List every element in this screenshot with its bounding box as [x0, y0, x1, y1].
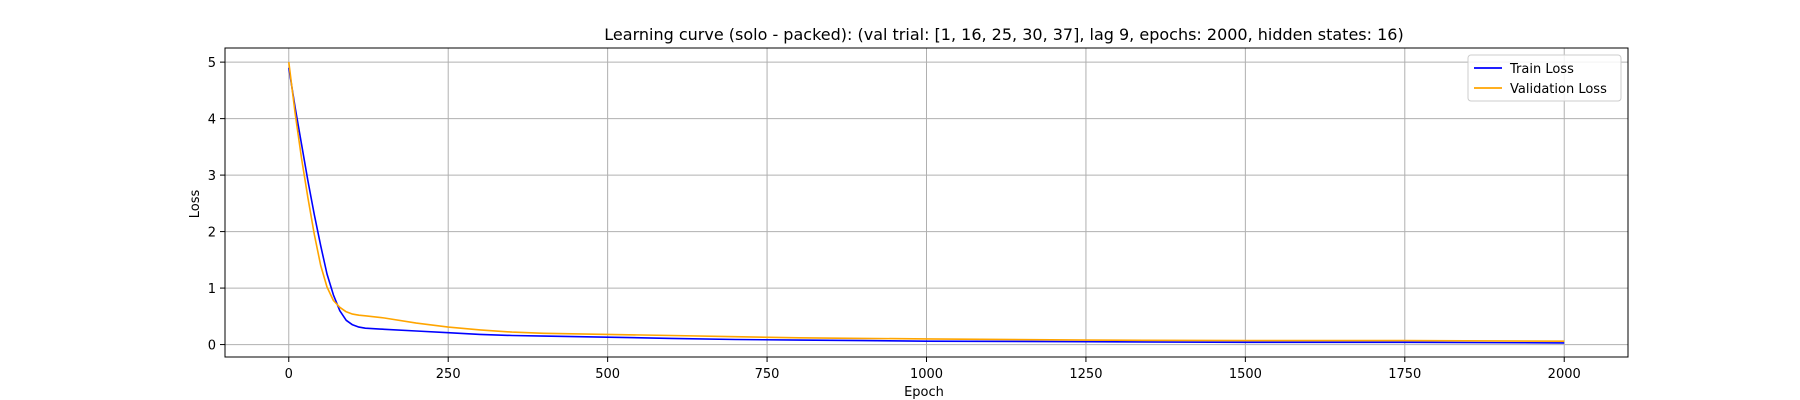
y-tick-label: 4 — [208, 113, 216, 128]
x-tick-label: 750 — [755, 367, 780, 382]
validation-loss-line — [288, 62, 1565, 343]
y-axis-label: Loss — [188, 190, 203, 219]
y-tick-label: 0 — [208, 339, 216, 354]
x-tick-label: 250 — [436, 367, 461, 382]
series-layer — [288, 62, 1565, 344]
legend-box — [1467, 54, 1622, 102]
x-tick-label: 500 — [595, 367, 620, 382]
legend: Train Loss Validation Loss — [1467, 54, 1622, 102]
chart-title: Learning curve (solo - packed): (val tri… — [604, 25, 1403, 44]
y-tick-label: 5 — [208, 56, 216, 71]
x-tick-label: 1750 — [1388, 367, 1421, 382]
x-tick-label: 1000 — [910, 367, 943, 382]
legend-label-validation-loss: Validation Loss — [1510, 82, 1607, 97]
legend-label-train-loss: Train Loss — [1509, 62, 1574, 77]
y-axis-ticks: 0 1 2 3 4 5 — [208, 56, 225, 354]
x-tick-label: 1250 — [1069, 367, 1102, 382]
x-tick-label: 2000 — [1548, 367, 1581, 382]
y-tick-label: 1 — [208, 282, 216, 297]
x-axis-ticks: 0 250 500 750 1000 1250 1500 1750 2000 — [285, 357, 1581, 382]
y-tick-label: 3 — [208, 169, 216, 184]
x-axis-label: Epoch — [904, 385, 944, 400]
x-tick-label: 0 — [285, 367, 293, 382]
grid-lines — [225, 48, 1628, 357]
y-tick-label: 2 — [208, 226, 216, 241]
train-loss-line — [288, 67, 1565, 344]
x-tick-label: 1500 — [1229, 367, 1262, 382]
